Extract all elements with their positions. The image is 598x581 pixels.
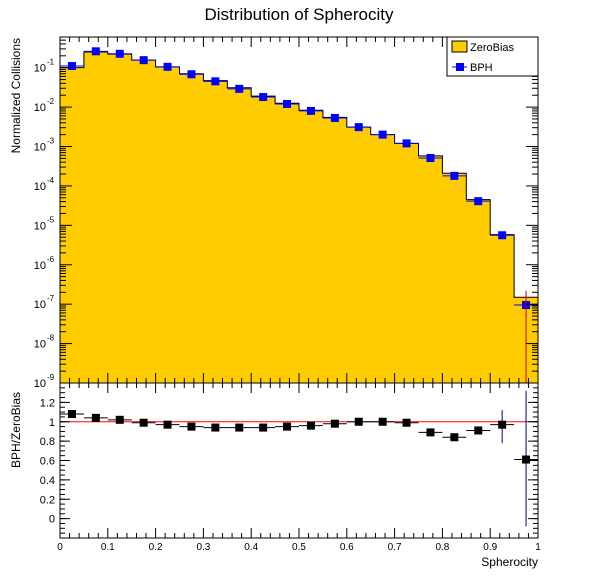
legend: ZeroBias BPH [446,36,539,77]
legend-swatch-zerobias [451,40,468,53]
ratio-marker [306,421,315,430]
x-tick-label: 0.8 [435,542,449,553]
chart-title: Distribution of Spherocity [205,5,394,24]
ratio-marker [450,433,459,442]
y-tick-exponent: -4 [47,176,55,185]
bph-marker [498,231,507,240]
legend-label-bph: BPH [470,62,493,74]
ratio-plot-frame [59,382,539,539]
bph-marker [330,113,339,122]
x-axis-label: Spherocity [481,555,538,569]
ratio-y-tick-label: 0.6 [40,456,55,468]
ratio-marker [139,418,148,427]
ratio-plot-panel: 0 0.2 0.4 0.6 0.8 1 1.2 0 0.1 0.2 0.3 0.4 0.5 0.6 0.7 0… [40,382,541,553]
x-tick-label: 0.7 [388,542,402,553]
ratio-y-tick-label: 0.2 [40,494,55,506]
x-tick-label: 0.3 [196,542,210,553]
main-y-axis-label: Normalized Collisions [9,38,23,153]
x-tick-label: 0.1 [101,542,115,553]
bph-marker [139,56,148,65]
x-tick-label: 0.6 [340,542,354,553]
legend-marker-bph [456,63,464,71]
bph-marker [426,154,435,163]
x-tick-label: 0.4 [244,542,258,553]
x-tick-label: 0.9 [483,542,497,553]
y-tick-exponent: -9 [47,373,55,382]
y-tick-exponent: -3 [47,137,55,146]
bph-marker [378,130,387,139]
zerobias-histogram-fill [60,51,538,384]
ratio-marker [91,413,100,422]
y-tick-exponent: -6 [47,255,55,264]
y-tick-exponent: -2 [47,97,55,106]
main-plot-panel: 10-910-810-710-610-510-410-310-210-1 [34,36,539,390]
y-tick-label: 10 [34,63,46,75]
y-tick-label: 10 [34,299,46,311]
ratio-marker [498,420,507,429]
y-tick-exponent: -7 [47,294,55,303]
y-tick-exponent: -8 [47,334,55,343]
ratio-y-tick-label: 0.4 [40,475,55,487]
ratio-marker [235,423,244,432]
y-tick-label: 10 [34,378,46,390]
x-tick-label: 0.2 [149,542,163,553]
y-tick-exponent: -1 [47,58,55,67]
y-tick-exponent: -5 [47,215,55,224]
ratio-marker [354,417,363,426]
bph-marker [474,197,483,206]
x-tick-label: 0.5 [292,542,306,553]
x-tick-label: 1 [535,542,541,553]
ratio-y-tick-label: 1.2 [40,397,55,409]
ratio-marker [67,410,76,418]
ratio-marker [474,426,483,435]
ratio-marker [163,420,172,429]
y-tick-label: 10 [34,142,46,154]
bph-marker [283,99,292,108]
bph-marker [187,70,196,79]
bph-marker [91,47,100,56]
bph-marker [354,123,363,132]
ratio-marker [330,419,339,428]
bph-marker [306,106,315,115]
bph-marker [163,62,172,71]
bph-marker [115,49,124,58]
y-tick-label: 10 [34,339,46,351]
legend-label-zerobias: ZeroBias [470,42,515,54]
ratio-marker [522,455,531,464]
y-tick-label: 10 [34,220,46,232]
x-tick-label: 0 [57,542,63,553]
ratio-marker [426,428,435,437]
y-tick-label: 10 [34,181,46,193]
y-tick-label: 10 [34,102,46,114]
bph-marker [402,139,411,148]
bph-marker [67,62,76,71]
bph-marker [235,84,244,93]
ratio-y-axis-label: BPH/ZeroBias [9,392,23,468]
bph-marker [211,77,220,86]
ratio-marker [283,422,292,431]
bph-marker [450,171,459,180]
ratio-y-tick-label: 0 [49,514,55,526]
ratio-y-tick-label: 1 [49,417,55,429]
ratio-marker [115,415,124,424]
bph-marker [259,93,268,102]
ratio-y-tick-label: 0.8 [40,436,55,448]
ratio-marker [378,417,387,426]
ratio-marker [402,418,411,427]
y-tick-label: 10 [34,260,46,272]
ratio-marker [259,423,268,432]
ratio-marker [211,423,220,432]
ratio-marker [187,422,196,431]
